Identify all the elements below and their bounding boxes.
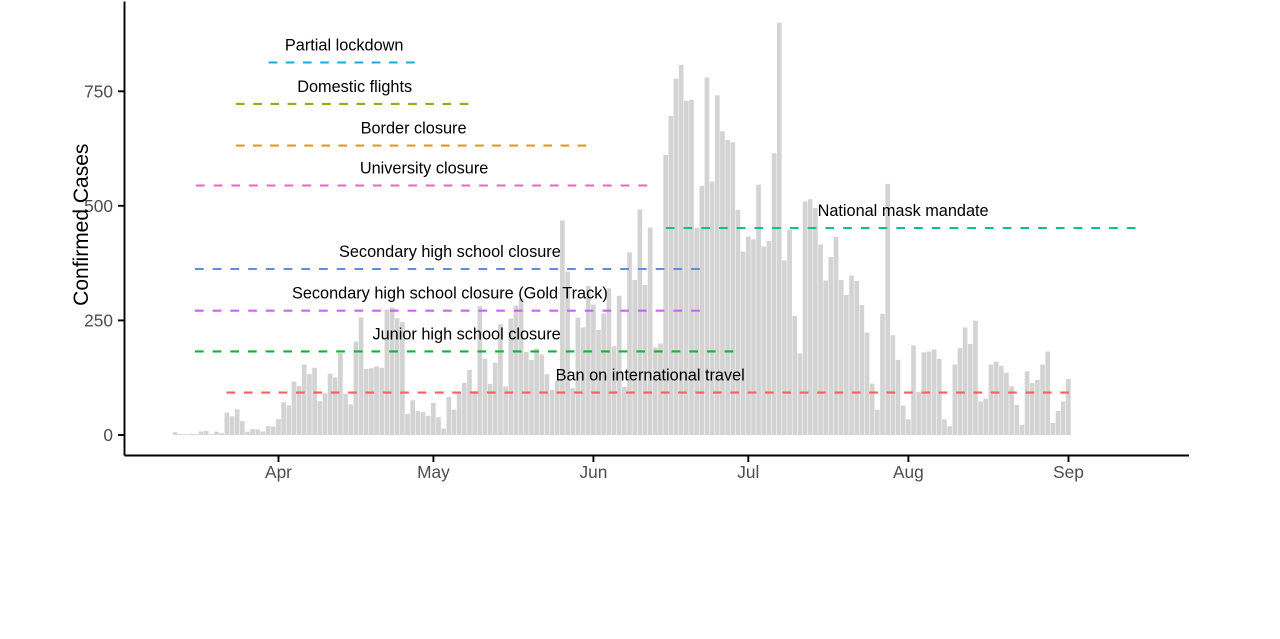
- svg-text:Secondary high school closure: Secondary high school closure: [339, 243, 561, 261]
- svg-text:Jul: Jul: [737, 462, 759, 482]
- svg-text:Domestic flights: Domestic flights: [297, 78, 412, 96]
- svg-text:Aug: Aug: [893, 462, 924, 482]
- svg-text:0: 0: [103, 425, 113, 445]
- svg-text:May: May: [417, 462, 450, 482]
- svg-text:250: 250: [84, 311, 113, 331]
- svg-text:Junior high school closure: Junior high school closure: [372, 325, 560, 343]
- svg-text:Ban on international travel: Ban on international travel: [556, 367, 745, 385]
- svg-text:University closure: University closure: [360, 160, 488, 178]
- svg-text:Sep: Sep: [1053, 462, 1084, 482]
- svg-text:500: 500: [84, 196, 113, 216]
- svg-text:Secondary high school closure: Secondary high school closure (Gold Trac…: [292, 285, 608, 303]
- svg-text:Apr: Apr: [265, 462, 292, 482]
- svg-text:Jun: Jun: [579, 462, 607, 482]
- svg-text:Border closure: Border closure: [361, 120, 467, 138]
- svg-text:National mask mandate: National mask mandate: [818, 202, 989, 220]
- svg-text:750: 750: [84, 82, 113, 102]
- svg-text:Partial lockdown: Partial lockdown: [285, 37, 404, 55]
- svg-text:Confirmed Cases: Confirmed Cases: [70, 144, 93, 306]
